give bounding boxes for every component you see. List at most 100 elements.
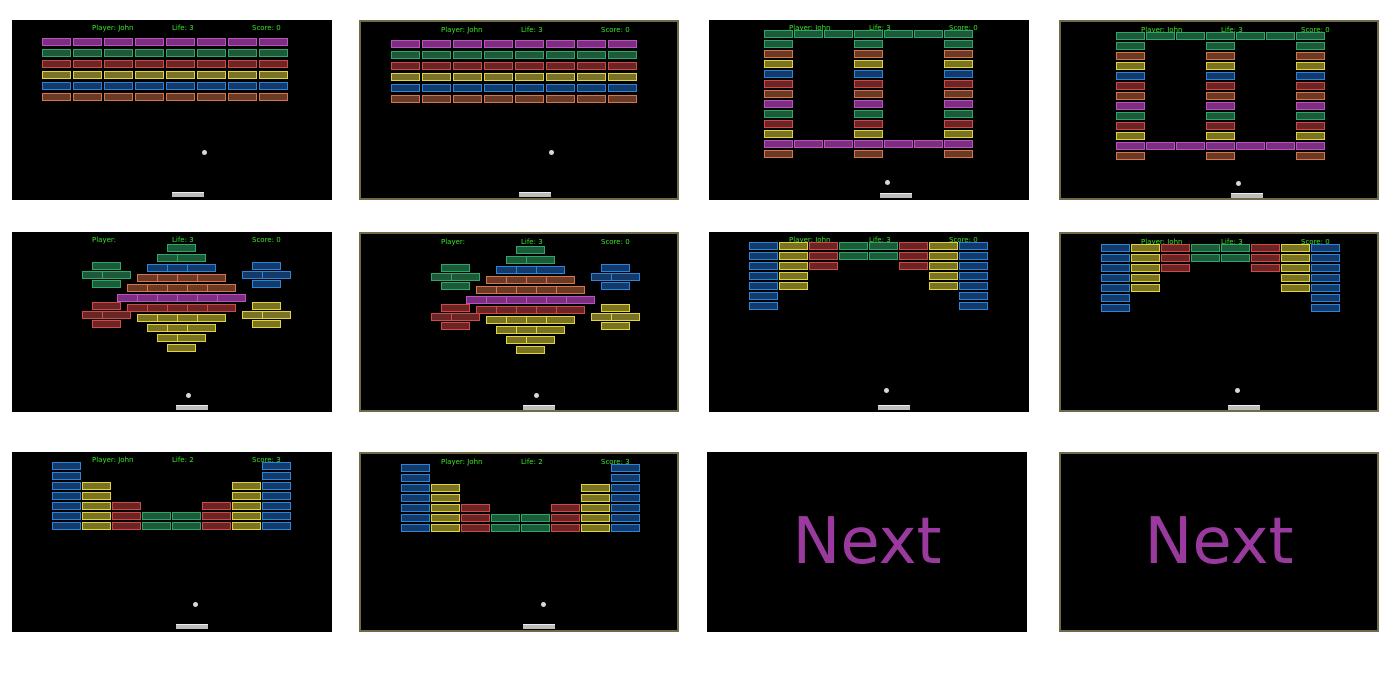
brick [197, 82, 226, 90]
score-counter: Score: 0 [252, 24, 281, 32]
life-counter: Life: 3 [1221, 238, 1243, 246]
brick [259, 71, 288, 79]
brick [869, 242, 898, 250]
ball [884, 388, 889, 393]
brick [551, 514, 580, 522]
next-label[interactable]: Next [1144, 505, 1294, 579]
brick [92, 280, 121, 288]
brick [262, 271, 291, 279]
brick [252, 302, 281, 310]
brick [453, 40, 482, 48]
brick [73, 82, 102, 90]
brick [601, 304, 630, 312]
brick [177, 334, 206, 342]
brick [1266, 142, 1295, 150]
brick [749, 242, 778, 250]
brick [779, 262, 808, 270]
brick [431, 504, 460, 512]
brick [764, 30, 793, 38]
paddle[interactable] [880, 193, 912, 198]
brick [422, 40, 451, 48]
brick [1221, 254, 1250, 262]
brick [491, 524, 520, 532]
brick [431, 494, 460, 502]
brick [453, 62, 482, 70]
brick [431, 514, 460, 522]
score-counter: Score: 0 [601, 238, 630, 246]
brick [262, 311, 291, 319]
hud: Player: John Life: 3 Score: 0 [1061, 26, 1377, 38]
brick [854, 140, 883, 148]
brick [515, 73, 544, 81]
brick [546, 73, 575, 81]
hud: Player: John Life: 2 Score: 3 [361, 458, 677, 470]
brick [551, 524, 580, 532]
brick [82, 482, 111, 490]
paddle[interactable] [176, 405, 208, 410]
brick [1311, 244, 1340, 252]
brick [1116, 142, 1145, 150]
paddle[interactable] [523, 624, 555, 629]
hud: Player: Life: 3 Score: 0 [12, 236, 332, 248]
brick [581, 494, 610, 502]
brick [854, 70, 883, 78]
paddle[interactable] [1231, 193, 1263, 198]
brick [914, 30, 943, 38]
brick [944, 140, 973, 148]
brick [1296, 142, 1325, 150]
brick [1206, 132, 1235, 140]
paddle[interactable] [519, 192, 551, 197]
brick [104, 93, 133, 101]
brick [451, 313, 480, 321]
brick [764, 150, 793, 158]
next-label[interactable]: Next [792, 505, 942, 579]
brick [809, 252, 838, 260]
brick [187, 324, 216, 332]
next-screen[interactable]: Next [707, 452, 1027, 632]
brick [484, 73, 513, 81]
paddle[interactable] [172, 192, 204, 197]
brick [1206, 142, 1235, 150]
brick [453, 73, 482, 81]
brick [102, 271, 131, 279]
brick [1131, 254, 1160, 262]
brick [104, 49, 133, 57]
brick [52, 522, 81, 530]
ball [1235, 388, 1240, 393]
paddle[interactable] [523, 405, 555, 410]
brick [1206, 102, 1235, 110]
brick [1191, 244, 1220, 252]
brick [1296, 72, 1325, 80]
score-counter: Score: 0 [1301, 238, 1330, 246]
brick [1206, 82, 1235, 90]
brick [262, 512, 291, 520]
brick [262, 522, 291, 530]
brick [92, 302, 121, 310]
brick [764, 60, 793, 68]
hud: Player: John Life: 3 Score: 0 [12, 24, 332, 36]
brick [73, 71, 102, 79]
brick [854, 50, 883, 58]
paddle[interactable] [878, 405, 910, 410]
brick [1251, 264, 1280, 272]
brick [608, 95, 637, 103]
brick [401, 524, 430, 532]
brick [611, 524, 640, 532]
brick [764, 130, 793, 138]
brick [1101, 254, 1130, 262]
brick [581, 504, 610, 512]
brick [232, 482, 261, 490]
player-label: Player: John [92, 456, 134, 464]
brick [1221, 244, 1250, 252]
score-counter: Score: 3 [601, 458, 630, 466]
brick [228, 38, 257, 46]
paddle[interactable] [176, 624, 208, 629]
paddle[interactable] [1228, 405, 1260, 410]
brick [1131, 274, 1160, 282]
brick [546, 95, 575, 103]
brick [1131, 284, 1160, 292]
next-screen-framed[interactable]: Next [1059, 452, 1379, 632]
brick-field [12, 452, 332, 632]
brick [112, 502, 141, 510]
brick [929, 282, 958, 290]
